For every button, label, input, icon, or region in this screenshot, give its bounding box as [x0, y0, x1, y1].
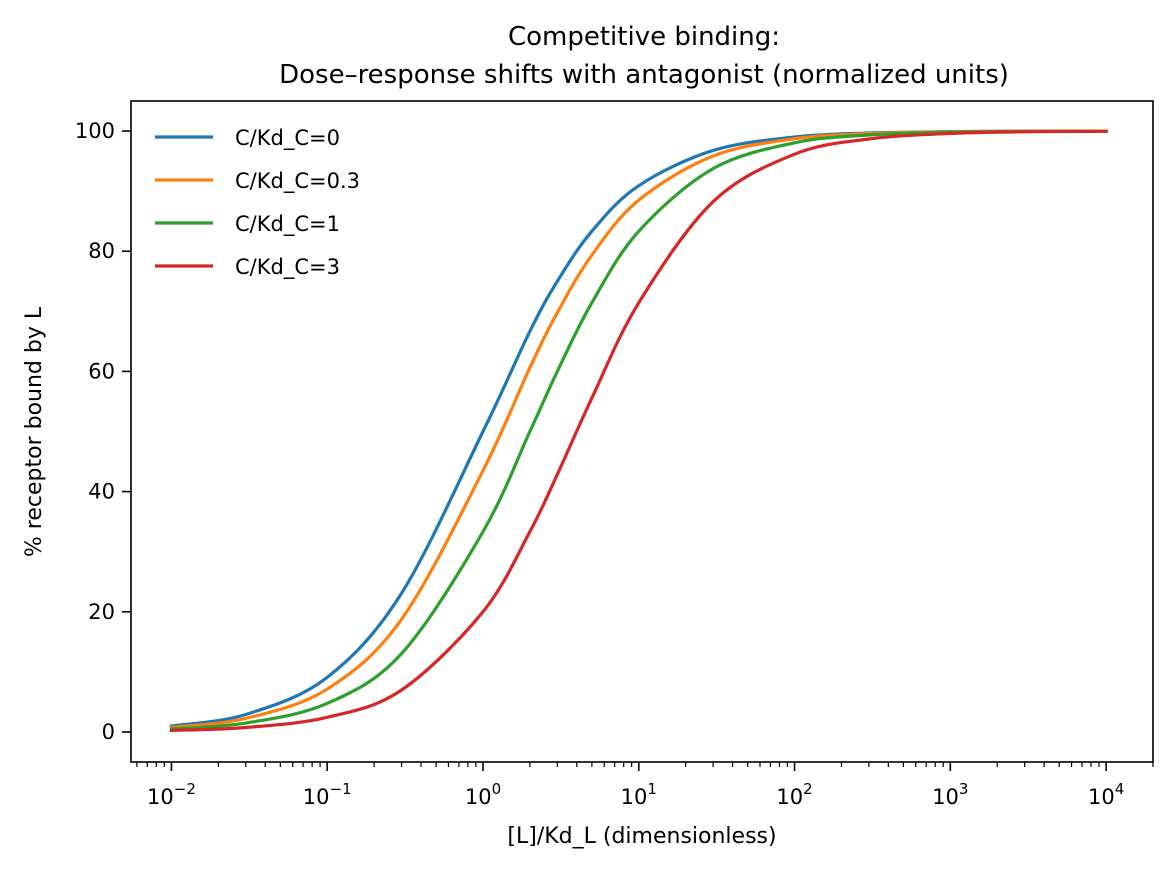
x-tick-label: 10−2 — [147, 780, 196, 809]
series-layer — [169, 129, 1108, 733]
series-line-2 — [169, 129, 1108, 731]
series-line-3 — [169, 129, 1108, 733]
x-tick-label: 10−1 — [303, 780, 352, 809]
x-tick-label: 102 — [776, 780, 812, 809]
legend-entry: C/Kd_C=1 — [235, 212, 340, 237]
y-axis: 0 20 40 60 80 100 — [75, 119, 131, 744]
y-axis-label: % receptor bound by L — [22, 306, 47, 557]
y-tick-label: 80 — [88, 239, 115, 263]
plot-frame — [130, 100, 1154, 763]
x-tick-label: 103 — [932, 780, 968, 809]
legend: C/Kd_C=0 C/Kd_C=0.3 C/Kd_C=1 C/Kd_C=3 — [155, 126, 360, 280]
chart-title: Competitive binding: — [508, 22, 780, 52]
legend-entry: C/Kd_C=0.3 — [235, 169, 360, 194]
chart-subtitle: Dose–response shifts with antagonist (no… — [279, 60, 1009, 90]
y-tick-label: 20 — [88, 600, 115, 624]
y-tick-label: 0 — [102, 720, 115, 744]
y-tick-label: 40 — [88, 480, 115, 504]
x-tick-label: 101 — [621, 780, 657, 809]
legend-entry: C/Kd_C=0 — [235, 126, 340, 151]
y-tick-label: 100 — [75, 119, 115, 143]
legend-entry: C/Kd_C=3 — [235, 255, 340, 280]
x-tick-label: 100 — [465, 780, 501, 809]
y-tick-label: 60 — [88, 359, 115, 383]
x-tick-label: 104 — [1088, 780, 1124, 809]
x-axis: 10−2 10−1 100 101 102 103 104 — [136, 762, 1154, 809]
x-axis-label: [L]/Kd_L (dimensionless) — [507, 824, 776, 849]
